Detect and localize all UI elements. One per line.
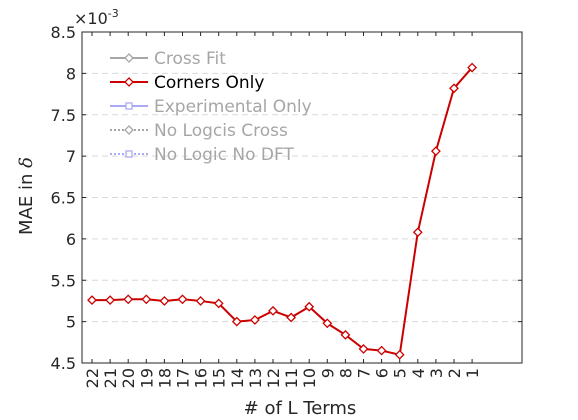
legend-label: Cross Fit (154, 49, 226, 69)
gridlines (82, 72, 522, 323)
y-axis-label: MAE in δ (16, 157, 37, 235)
legend-label: Corners Only (154, 73, 264, 93)
x-tick-label: 16 (192, 368, 211, 388)
data-point (141, 294, 152, 305)
data-point (340, 329, 351, 340)
data-point (195, 296, 206, 306)
y-tick-label: 5 (66, 313, 76, 332)
x-tick-label: 20 (119, 368, 138, 388)
data-point (376, 345, 387, 356)
legend-marker (124, 53, 134, 63)
legend-label: Experimental Only (154, 97, 312, 117)
legend-label: No Logic No DFT (154, 145, 294, 165)
data-point (231, 316, 242, 327)
x-tick-label: 1 (463, 368, 482, 378)
x-axis-label: # of L Terms (244, 398, 357, 419)
y-tick-label: 8 (66, 64, 76, 83)
series-line (92, 66, 473, 356)
x-tick-label: 11 (282, 368, 301, 388)
x-tick-label: 10 (300, 368, 319, 388)
y-tick-label: 4.5 (51, 354, 76, 373)
x-tick-label: 2 (445, 368, 464, 378)
x-tick-label: 21 (101, 368, 120, 388)
x-tick-label: 3 (427, 368, 446, 378)
data-point (249, 315, 260, 325)
data-point (322, 318, 333, 329)
x-tick-label: 8 (336, 368, 355, 378)
x-tick-label: 13 (246, 368, 265, 388)
x-tick-label: 17 (174, 368, 193, 388)
data-point (213, 298, 224, 309)
x-tick-label: 15 (210, 368, 229, 388)
x-tick-label: 19 (137, 368, 156, 388)
legend-label: No Logcis Cross (154, 121, 288, 141)
x-tick-label: 14 (228, 368, 247, 388)
y-tick-label: 8.5 (51, 23, 76, 42)
y-tick-label: 7.5 (51, 106, 76, 125)
legend: Cross Fit Corners Only Experimental Only No… (110, 49, 312, 165)
legend-marker (125, 102, 133, 110)
x-tick-label: 4 (409, 368, 428, 378)
y-axis-multiplier: ×10-3 (74, 7, 119, 28)
data-point (177, 294, 188, 305)
data-point (268, 305, 278, 316)
data-point (286, 312, 297, 323)
y-tick-label: 7 (66, 147, 76, 166)
data-point (87, 295, 97, 306)
data-point (394, 349, 405, 360)
legend-marker (125, 150, 133, 158)
data-point (358, 344, 369, 354)
series-layer (87, 62, 478, 360)
data-point (159, 296, 170, 306)
data-point (449, 83, 459, 94)
x-tick-label: 6 (373, 368, 392, 378)
x-tick-label: 12 (264, 368, 283, 388)
y-tick-label: 5.5 (51, 271, 76, 290)
y-tick-label: 6.5 (51, 189, 76, 208)
data-point (412, 227, 423, 238)
legend-marker (124, 77, 134, 87)
data-point (467, 62, 478, 73)
y-tick-label: 6 (66, 230, 76, 249)
data-point (123, 294, 134, 305)
x-axis-ticks: 22 21 20 19 18 17 16 15 14 13 12 11 10 9 8 7 6 5 4 3 2 1 (83, 32, 482, 388)
x-tick-label: 5 (391, 368, 410, 378)
x-tick-label: 18 (155, 368, 174, 388)
data-point (430, 146, 441, 157)
data-point (105, 295, 116, 306)
data-point (304, 301, 315, 312)
x-tick-label: 22 (83, 368, 102, 388)
legend-marker (124, 125, 134, 135)
x-tick-label: 7 (355, 368, 374, 378)
y-axis-ticks: 4.5 5 5.5 6 6.5 7 7.5 8 8.5 (51, 23, 522, 373)
x-tick-label: 9 (318, 368, 337, 378)
